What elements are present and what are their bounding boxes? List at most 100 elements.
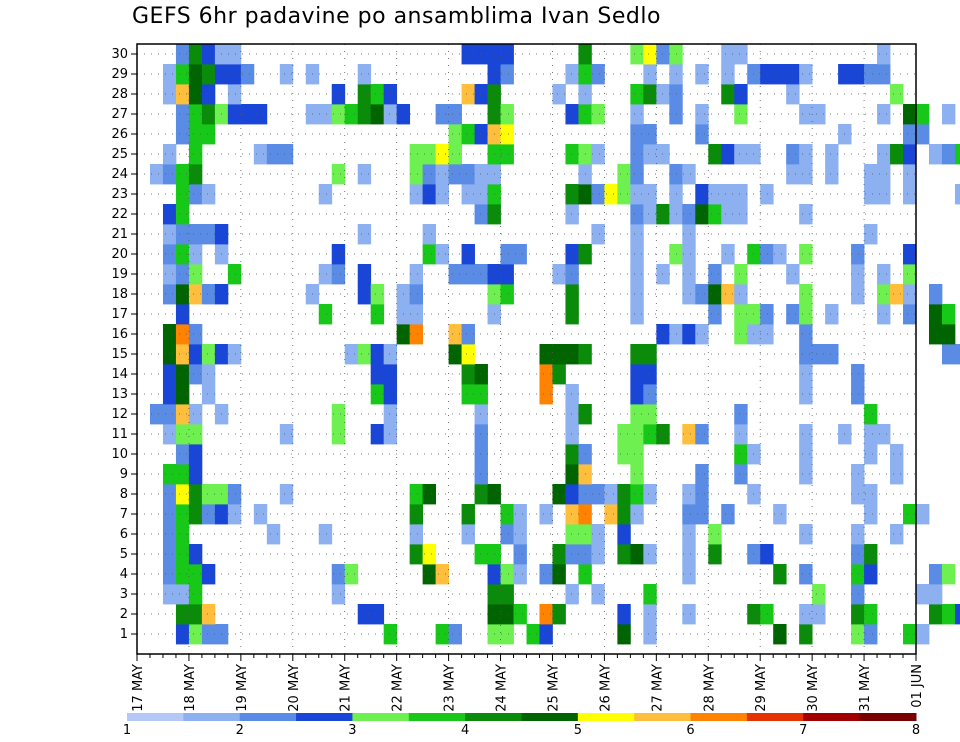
heatmap-cell: [201, 284, 216, 305]
heatmap-cell: [721, 204, 735, 225]
y-tick-label: 13: [111, 387, 128, 402]
heatmap-cell: [799, 624, 813, 645]
heatmap-cell: [175, 464, 190, 485]
heatmap-cell: [890, 524, 904, 545]
heatmap-cell: [565, 424, 579, 445]
heatmap-cell: [500, 44, 514, 65]
heatmap-cell: [253, 144, 268, 165]
heatmap-cell: [188, 504, 203, 525]
heatmap-cell: [903, 284, 917, 305]
heatmap-cell: [188, 604, 203, 625]
y-tick-label: 20: [111, 247, 128, 262]
heatmap-cell: [175, 604, 190, 625]
heatmap-cell: [604, 484, 618, 505]
heatmap-cell: [630, 444, 644, 465]
colorbar-swatch: [634, 713, 692, 721]
colorbar-swatch: [577, 713, 635, 721]
heatmap-cell: [162, 384, 177, 405]
heatmap-cell: [734, 324, 748, 345]
heatmap-cell: [565, 404, 579, 425]
heatmap-cell: [227, 504, 242, 525]
heatmap-cell: [227, 104, 242, 125]
heatmap-cell: [565, 64, 579, 85]
heatmap-cell: [318, 264, 333, 285]
heatmap-cell: [682, 544, 696, 565]
heatmap-cell: [630, 424, 644, 445]
heatmap-cell: [461, 244, 475, 265]
heatmap-cell: [162, 464, 177, 485]
heatmap-cell: [812, 344, 826, 365]
heatmap-cell: [877, 64, 891, 85]
heatmap-cell: [227, 84, 242, 105]
heatmap-cell: [175, 304, 190, 325]
heatmap-cell: [565, 444, 579, 465]
heatmap-cell: [500, 124, 514, 145]
heatmap-cell: [630, 304, 644, 325]
heatmap-cell: [409, 324, 424, 345]
heatmap-cell: [500, 604, 514, 625]
heatmap-cell: [799, 244, 813, 265]
heatmap-cell: [760, 64, 774, 85]
heatmap-cell: [954, 144, 960, 165]
heatmap-cell: [799, 444, 813, 465]
heatmap-cell: [175, 324, 190, 345]
heatmap-cell: [941, 604, 956, 625]
x-tick-label: 26 MAY: [598, 664, 613, 712]
heatmap-cell: [201, 344, 216, 365]
heatmap-cell: [162, 544, 177, 565]
heatmap-cell: [682, 164, 696, 185]
heatmap-cell: [422, 244, 437, 265]
heatmap-cell: [695, 324, 709, 345]
x-tick-label: 19 MAY: [235, 664, 250, 712]
heatmap-cell: [500, 64, 514, 85]
heatmap-cell: [643, 604, 657, 625]
heatmap-cell: [617, 624, 631, 645]
heatmap-cell: [643, 584, 657, 605]
heatmap-cell: [682, 204, 696, 225]
heatmap-cell: [422, 184, 437, 205]
heatmap-cell: [500, 264, 514, 285]
x-tick-label: 24 MAY: [495, 664, 510, 712]
heatmap-cell: [864, 564, 878, 585]
heatmap-cell: [188, 544, 203, 565]
heatmap-cell: [721, 144, 735, 165]
heatmap-cell: [851, 64, 865, 85]
heatmap-cell: [175, 524, 190, 545]
heatmap-cell: [591, 104, 605, 125]
heatmap-cell: [461, 44, 475, 65]
heatmap-cell: [864, 164, 878, 185]
y-tick-label: 22: [111, 207, 128, 222]
heatmap-cell: [552, 484, 566, 505]
heatmap-cell: [461, 364, 475, 385]
heatmap-cell: [721, 504, 735, 525]
heatmap-cell: [656, 424, 670, 445]
heatmap-cell: [253, 504, 268, 525]
heatmap-cell: [474, 404, 488, 425]
heatmap-cell: [240, 64, 255, 85]
heatmap-cell: [383, 404, 398, 425]
heatmap-cell: [448, 124, 462, 145]
heatmap-cell: [864, 484, 878, 505]
heatmap-cell: [851, 464, 865, 485]
heatmap-cell: [331, 404, 346, 425]
heatmap-cell: [175, 444, 190, 465]
heatmap-cell: [695, 284, 709, 305]
heatmap-cell: [941, 564, 956, 585]
heatmap-cell: [383, 344, 398, 365]
x-tick-label: 01 JUN: [910, 664, 925, 708]
heatmap-cell: [474, 444, 488, 465]
colorbar-swatch: [803, 713, 861, 721]
heatmap-cell: [630, 384, 644, 405]
heatmap-cell: [201, 224, 216, 245]
heatmap-cell: [630, 104, 644, 125]
heatmap-cell: [695, 104, 709, 125]
colorbar-label: 7: [799, 723, 807, 738]
heatmap-cell: [552, 604, 566, 625]
heatmap-cell: [331, 584, 346, 605]
heatmap-cell: [760, 304, 774, 325]
heatmap-cell: [773, 504, 787, 525]
heatmap-cell: [565, 284, 579, 305]
heatmap-cell: [695, 64, 709, 85]
heatmap-cell: [903, 144, 917, 165]
